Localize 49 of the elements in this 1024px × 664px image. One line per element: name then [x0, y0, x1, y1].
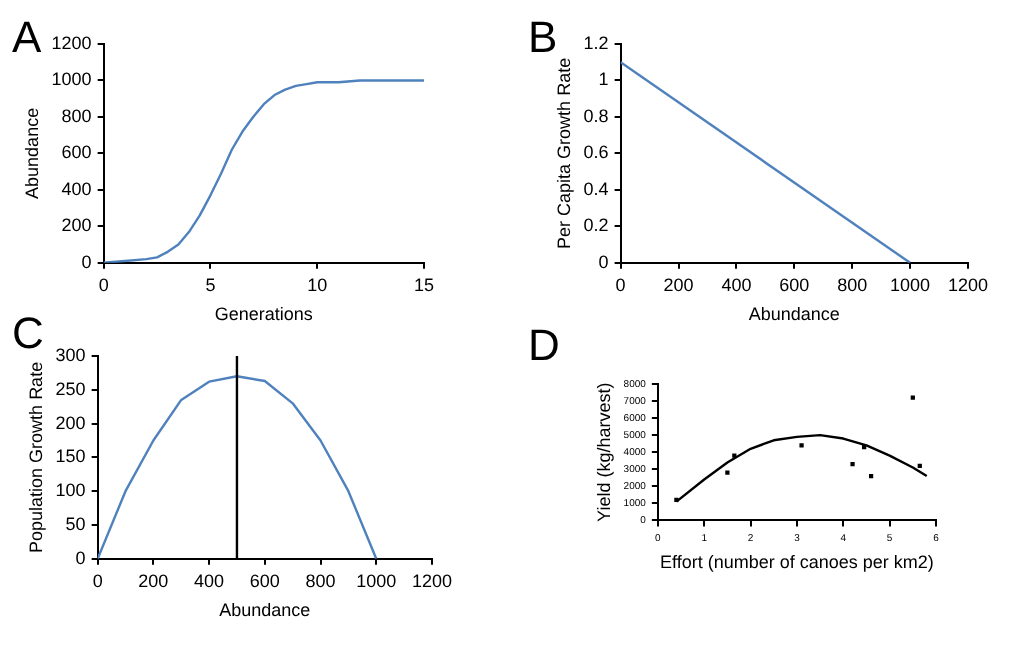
- y-tick-label: 0: [598, 251, 609, 272]
- x-tick-label: 800: [305, 570, 336, 591]
- x-tick-label: 1000: [890, 274, 931, 295]
- y-tick-label: 1: [598, 69, 609, 90]
- x-tick-label: 1200: [947, 274, 989, 295]
- y-tick-label: 1200: [51, 32, 92, 53]
- y-axis-title: Population Growth Rate: [25, 361, 46, 553]
- chart-title: B: [528, 12, 558, 62]
- x-axis-title: Abundance: [219, 600, 311, 621]
- chart-title: C: [12, 308, 44, 358]
- y-tick-label: 0: [75, 547, 86, 568]
- chart-title: A: [12, 12, 42, 62]
- x-tick-label: 0: [98, 274, 109, 295]
- x-tick-label: 5: [205, 274, 216, 295]
- y-tick-label: 1.2: [583, 32, 609, 53]
- x-tick-label: 200: [663, 274, 694, 295]
- x-tick-label: 200: [138, 570, 169, 591]
- y-tick-label: 800: [61, 105, 92, 126]
- y-tick-label: 0.4: [583, 178, 609, 199]
- chart-title: D: [528, 320, 560, 370]
- y-axis-title: Abundance: [21, 107, 42, 199]
- y-tick-label: 600: [61, 142, 92, 163]
- x-tick-label: 800: [837, 274, 868, 295]
- y-tick-label: 200: [61, 215, 92, 236]
- y-axis-title: Yield (kg/harvest): [593, 382, 614, 522]
- y-tick-label: 0.6: [583, 142, 609, 163]
- x-axis-title: Abundance: [748, 304, 840, 325]
- y-tick-label: 300: [55, 344, 86, 365]
- y-tick-label: 50: [65, 513, 86, 534]
- y-tick-label: 0.8: [583, 105, 609, 126]
- y-tick-label: 200: [55, 412, 86, 433]
- x-tick-label: 600: [779, 274, 810, 295]
- x-tick-label: 400: [721, 274, 752, 295]
- y-tick-label: 150: [55, 446, 86, 467]
- x-tick-label: 10: [307, 274, 328, 295]
- y-tick-label: 1000: [51, 69, 92, 90]
- y-tick-label: 100: [55, 480, 86, 501]
- x-tick-label: 1000: [356, 570, 397, 591]
- x-tick-label: 600: [249, 570, 280, 591]
- y-tick-label: 250: [55, 378, 86, 399]
- x-tick-label: 400: [194, 570, 225, 591]
- x-tick-label: 15: [413, 274, 435, 295]
- x-axis-title: Generations: [214, 304, 314, 325]
- y-tick-label: 400: [61, 178, 92, 199]
- y-axis-title: Per Capita Growth Rate: [553, 57, 574, 249]
- x-tick-label: 1200: [411, 570, 453, 591]
- y-tick-label: 0.2: [583, 215, 609, 236]
- y-tick-label: 0: [81, 251, 92, 272]
- x-axis-title: Effort (number of canoes per km2): [660, 552, 934, 573]
